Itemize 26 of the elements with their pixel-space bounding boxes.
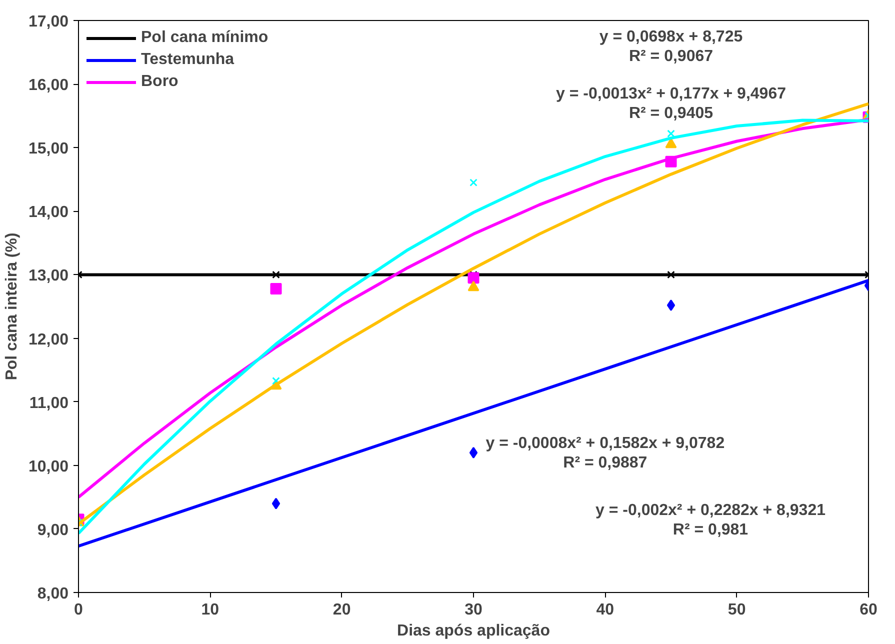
y-tick-label: 9,00 (37, 522, 69, 539)
legend-label: Testemunha (141, 51, 234, 69)
y-tick-label: 17,00 (28, 14, 69, 30)
annotation: y = -0,002x² + 0,2282x + 8,9321 R² = 0,981 (596, 502, 826, 538)
y-tick-label: 11,00 (29, 394, 69, 412)
y-tick-label: 13,00 (28, 268, 69, 285)
y-tick-label: 15,00 (28, 140, 69, 158)
annotation: y = -0,0013x² + 0,177x + 9,4967 R² = 0,9405 (556, 86, 786, 122)
annotation: y = -0,0008x² + 0,1582x + 9,0782 R² = 0,9887 (486, 435, 725, 472)
x-tick-label: 50 (728, 602, 746, 618)
x-tick-label: 30 (464, 602, 482, 618)
annotation: y = 0,0698x + 8,725 R² = 0,9067 (599, 28, 743, 65)
y-tick-label: 14,00 (28, 204, 69, 222)
x-tick-label: 60 (860, 602, 878, 618)
legend-label: Pol cana mínimo (141, 29, 268, 47)
x-tick-label: 40 (596, 602, 614, 618)
legend-label: Boro (141, 73, 178, 91)
y-tick-label: 16,00 (28, 77, 69, 94)
y-axis-title: Pol cana inteira (%) (3, 232, 20, 380)
x-tick-label: 10 (201, 602, 220, 618)
x-axis-title: Dias após aplicação (397, 622, 550, 640)
y-tick-label: 8,00 (37, 586, 69, 602)
y-tick-label: 12,00 (28, 331, 69, 348)
x-tick-label: 20 (332, 602, 351, 618)
x-tick-label: 0 (74, 602, 84, 618)
y-tick-label: 10,00 (28, 458, 69, 476)
